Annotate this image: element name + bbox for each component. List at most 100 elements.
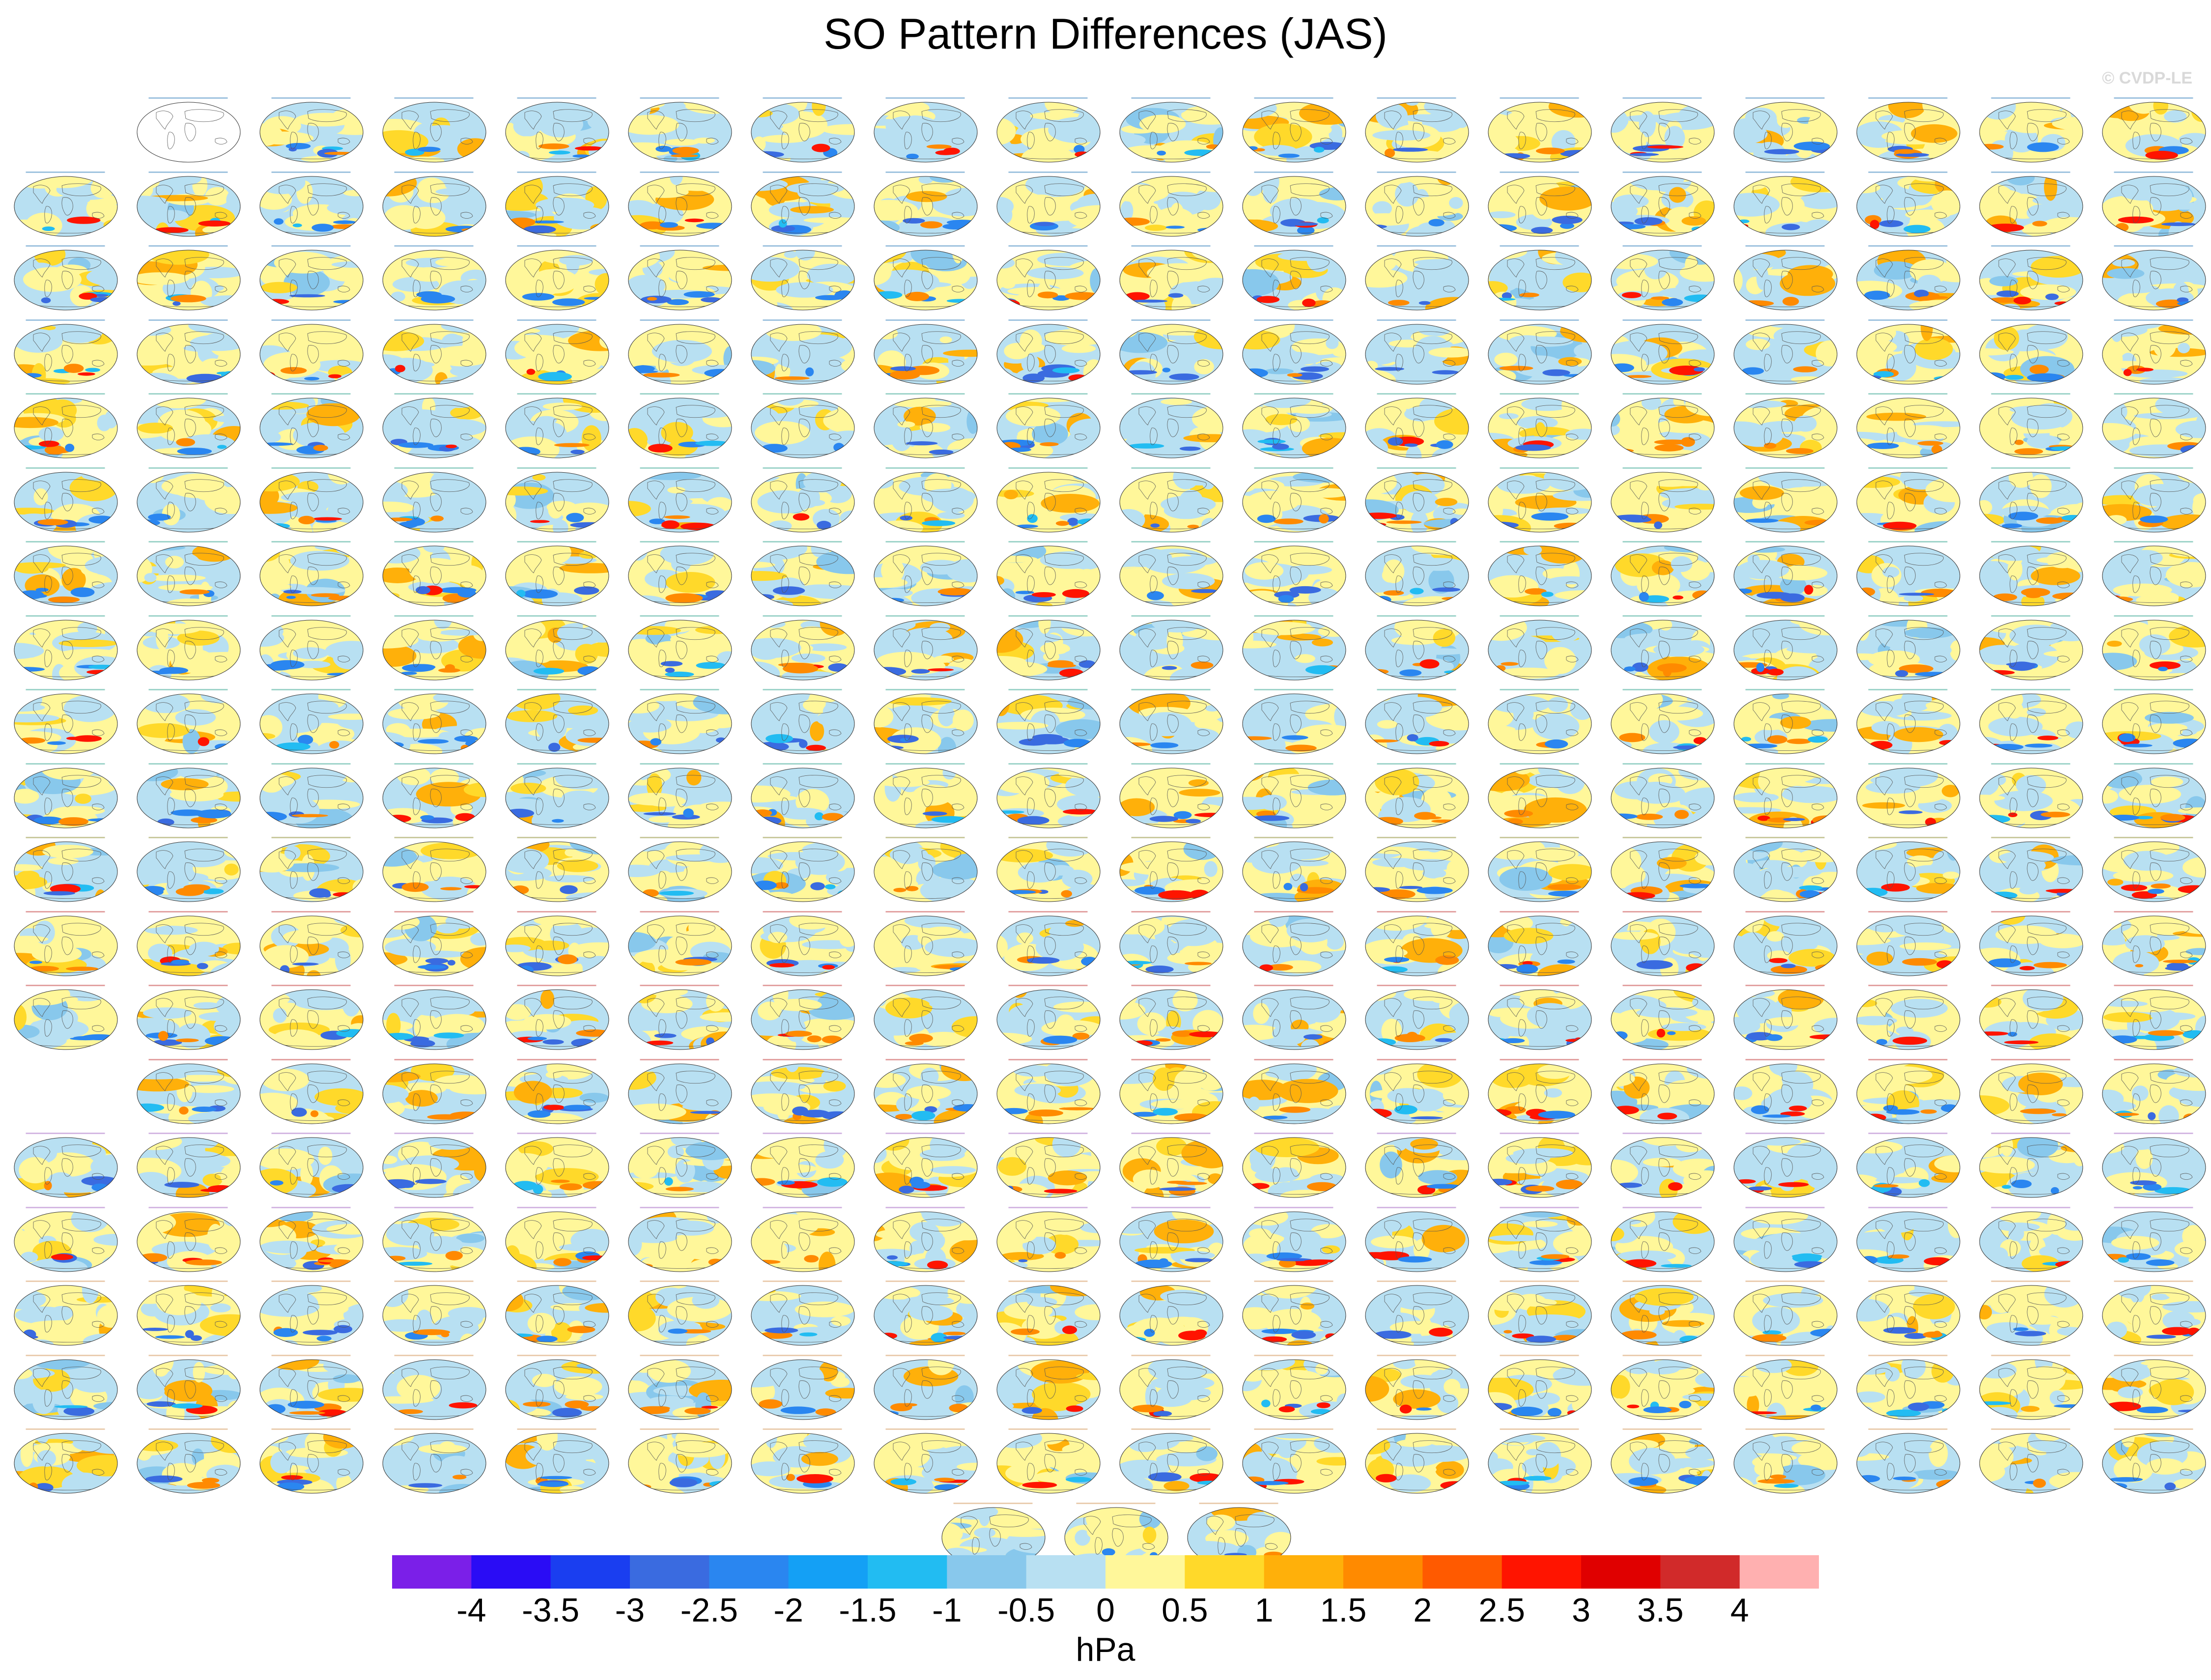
map-panel xyxy=(377,1205,491,1274)
map-panel xyxy=(255,762,368,830)
map-panel xyxy=(869,1427,983,1496)
map-panel xyxy=(500,318,614,387)
difference-map xyxy=(1119,398,1223,458)
panel-title-strip xyxy=(1360,1058,1473,1060)
map-panel xyxy=(869,687,983,756)
map-panel xyxy=(869,318,983,387)
panel-title-strip xyxy=(1360,245,1473,247)
map-panel xyxy=(623,244,737,313)
difference-map xyxy=(1979,545,2083,606)
colorbar-box xyxy=(1106,1555,1185,1589)
panel-title-strip xyxy=(2097,985,2210,986)
panel-title-strip xyxy=(992,171,1105,173)
panel-title-strip xyxy=(2097,837,2210,838)
panel-title-strip xyxy=(1237,1058,1350,1060)
map-panel xyxy=(1360,910,1474,978)
difference-map xyxy=(1119,1063,1223,1124)
difference-map xyxy=(996,989,1101,1050)
difference-map xyxy=(2102,1359,2206,1420)
panel-title-strip xyxy=(746,319,859,321)
difference-map xyxy=(1365,102,1469,163)
colorbar-box xyxy=(471,1555,551,1589)
difference-map xyxy=(874,1433,978,1494)
map-panel xyxy=(2097,540,2211,608)
difference-map xyxy=(751,472,855,532)
map-panel xyxy=(1483,1205,1597,1274)
panel-title-strip xyxy=(1483,319,1596,321)
panel-title-strip xyxy=(2097,1281,2210,1282)
panel-title-strip xyxy=(1974,1206,2087,1208)
map-panel xyxy=(1729,1205,1842,1274)
difference-map xyxy=(1611,768,1715,828)
map-panel xyxy=(255,1205,368,1274)
difference-map xyxy=(14,472,118,532)
difference-map xyxy=(382,989,486,1050)
map-panel xyxy=(1360,687,1474,756)
map-panel xyxy=(1974,1279,2088,1348)
panel-title-strip xyxy=(746,985,859,986)
panel-title-strip xyxy=(377,171,490,173)
difference-map xyxy=(1242,324,1346,384)
difference-map xyxy=(2102,989,2206,1050)
difference-map xyxy=(1856,1137,1960,1198)
panel-title-strip xyxy=(1237,245,1350,247)
difference-map xyxy=(996,1359,1101,1420)
difference-map xyxy=(874,545,978,606)
map-panel xyxy=(9,170,123,239)
map-panel xyxy=(1360,244,1474,313)
map-panel xyxy=(1483,614,1597,683)
map-panel xyxy=(1606,318,1720,387)
panel-title-strip xyxy=(623,245,736,247)
map-panel xyxy=(1237,244,1351,313)
map-panel xyxy=(1974,244,2088,313)
panel-title-strip xyxy=(1851,689,1964,690)
panel-title-strip xyxy=(623,171,736,173)
panel-title-strip xyxy=(2097,1206,2210,1208)
panel-title-strip xyxy=(1606,1133,1719,1134)
panel-title-strip xyxy=(623,97,736,99)
panel-title-strip xyxy=(500,911,613,912)
panel-title-strip xyxy=(500,689,613,690)
panel-title-strip xyxy=(1114,319,1227,321)
map-panel xyxy=(9,318,123,387)
panel-title-strip xyxy=(377,615,490,617)
difference-map xyxy=(1488,398,1592,458)
map-panel xyxy=(992,1279,1106,1348)
map-panel xyxy=(1974,614,2088,683)
map-panel xyxy=(500,96,614,165)
map-panel xyxy=(2097,687,2211,756)
map-panel xyxy=(1851,983,1965,1052)
panel-title-strip xyxy=(1360,171,1473,173)
map-panel xyxy=(1114,244,1228,313)
map-panel xyxy=(255,910,368,978)
difference-map xyxy=(1119,176,1223,236)
map-panel xyxy=(746,540,860,608)
panel-title-strip xyxy=(1729,1281,1842,1282)
map-panel xyxy=(1237,1427,1351,1496)
difference-map xyxy=(628,398,732,458)
map-panel xyxy=(1114,318,1228,387)
map-panel xyxy=(500,835,614,904)
map-panel xyxy=(500,983,614,1052)
panel-title-strip xyxy=(746,911,859,912)
panel-title-strip xyxy=(1851,763,1964,765)
panel-title-strip xyxy=(1237,615,1350,617)
difference-map xyxy=(1733,989,1838,1050)
map-panel xyxy=(500,1057,614,1126)
difference-map xyxy=(1733,1063,1838,1124)
difference-map xyxy=(1119,989,1223,1050)
difference-map xyxy=(1733,1137,1838,1198)
difference-map xyxy=(2102,915,2206,976)
difference-map xyxy=(1856,102,1960,163)
difference-map xyxy=(2102,1137,2206,1198)
difference-map xyxy=(1488,693,1592,754)
panel-title-strip xyxy=(1851,97,1964,99)
map-panel xyxy=(1851,762,1965,830)
map-panel xyxy=(869,392,983,460)
panel-title-strip xyxy=(1237,1133,1350,1134)
map-panel xyxy=(377,1353,491,1422)
map-panel xyxy=(869,1353,983,1422)
colorbar-box xyxy=(1581,1555,1661,1589)
difference-map xyxy=(874,472,978,532)
colorbar-tick-label: 1.5 xyxy=(1320,1592,1367,1629)
